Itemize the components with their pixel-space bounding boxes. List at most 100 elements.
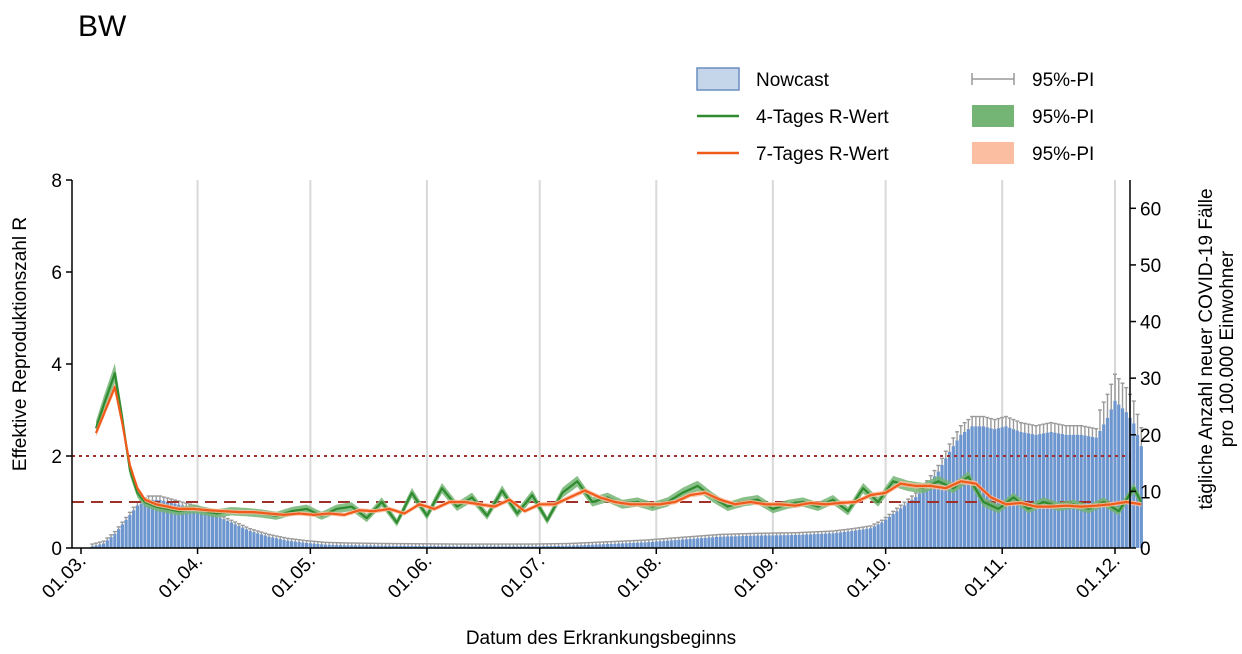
nowcast-bar — [963, 431, 967, 548]
nowcast-bar — [620, 543, 625, 548]
nowcast-bar — [143, 501, 147, 548]
x-tick-label: 01.05. — [268, 551, 320, 603]
nowcast-bar — [1064, 434, 1068, 548]
nowcast-bar — [139, 503, 143, 548]
nowcast-bar — [696, 538, 700, 548]
nowcast-bar — [929, 481, 933, 548]
nowcast-bar — [944, 458, 948, 548]
nowcast-bar — [989, 428, 993, 548]
nowcast-bar — [673, 540, 677, 548]
nowcast-bar — [335, 544, 339, 548]
nowcast-bar — [1000, 427, 1004, 548]
nowcast-bar — [169, 502, 173, 548]
nowcast-bar — [519, 546, 523, 548]
reference-lines — [72, 455, 1130, 503]
nowcast-bar — [395, 545, 399, 548]
nowcast-bar — [842, 531, 846, 548]
nowcast-bar — [993, 429, 997, 548]
nowcast-bar — [504, 546, 508, 548]
nowcast-bar — [677, 539, 681, 548]
nowcast-bar — [966, 429, 970, 548]
y-left-tick-label: 8 — [51, 171, 62, 192]
nowcast-bar — [914, 497, 918, 548]
nowcast-bar — [763, 535, 767, 548]
nowcast-bar — [199, 510, 203, 548]
nowcast-bar — [331, 544, 335, 548]
nowcast-bar — [951, 446, 955, 548]
nowcast-bar — [147, 499, 151, 548]
nowcast-bar — [165, 501, 170, 548]
y-axis-right-title-2: pro 100.000 Einwohner — [1217, 250, 1238, 447]
nowcast-bar — [218, 517, 222, 548]
nowcast-bar — [786, 535, 790, 548]
nowcast-bar — [624, 543, 628, 548]
nowcast-bar — [797, 534, 801, 548]
nowcast-bar — [207, 512, 211, 548]
nowcast-bar — [177, 504, 181, 548]
nowcast-bar — [756, 535, 760, 548]
nowcast-bar — [820, 533, 824, 548]
nowcast-bar — [827, 533, 831, 548]
nowcast-bar — [891, 514, 895, 548]
nowcast-bar — [440, 546, 444, 548]
nowcast-bar — [421, 546, 425, 548]
nowcast-bar — [838, 532, 843, 548]
nowcast-bar — [699, 538, 703, 548]
nowcast-bar — [996, 428, 1001, 548]
nowcast-bar — [399, 545, 403, 548]
nowcast-bar — [466, 546, 470, 548]
nowcast-bar — [884, 519, 888, 548]
nowcast-bar — [744, 535, 749, 548]
nowcast-bar — [530, 546, 534, 548]
nowcast-bar — [545, 546, 549, 548]
nowcast-bar — [447, 546, 452, 548]
nowcast-bar — [493, 546, 497, 548]
nowcast-bar — [380, 545, 384, 548]
nowcast-bar — [1015, 430, 1019, 548]
nowcast-bar — [718, 536, 722, 548]
nowcast-bar — [605, 544, 609, 548]
nowcast-bar — [932, 476, 937, 548]
legend-label: 4-Tages R-Wert — [756, 107, 889, 128]
y-left-tick-label: 4 — [51, 355, 62, 376]
nowcast-bar — [831, 533, 835, 548]
nowcast-bar — [801, 534, 805, 548]
nowcast-bar — [361, 545, 365, 548]
nowcast-bar — [150, 499, 155, 548]
nowcast-bar — [632, 542, 636, 548]
nowcast-bar — [1124, 412, 1128, 548]
nowcast-bar — [1008, 427, 1012, 548]
nowcast-bar — [1102, 424, 1106, 548]
nowcast-bar — [669, 540, 673, 548]
nowcast-bar — [808, 534, 813, 548]
nowcast-bar — [173, 503, 177, 548]
nowcast-bar — [662, 540, 666, 548]
nowcast-bar — [759, 535, 764, 548]
nowcast-bar — [899, 508, 903, 548]
nowcast-bar — [474, 546, 478, 548]
nowcast-bar — [936, 471, 940, 548]
nowcast-bar — [342, 545, 346, 548]
nowcast-bar — [368, 545, 373, 548]
nowcast-bar — [1113, 400, 1117, 548]
nowcast-bar — [1041, 433, 1046, 548]
chart-title: BW — [78, 10, 127, 43]
nowcast-bar — [1105, 417, 1110, 548]
nowcast-bar — [128, 514, 132, 548]
nowcast-bar — [1057, 433, 1061, 548]
nowcast-bar — [414, 545, 418, 548]
x-tick-label: 01.09. — [730, 551, 782, 603]
nowcast-bar — [248, 531, 252, 548]
nowcast-bar — [583, 545, 587, 548]
nowcast-bar — [496, 546, 500, 548]
nowcast-bar — [564, 545, 568, 548]
nowcast-bar — [895, 511, 899, 548]
nowcast-bar — [523, 546, 527, 548]
nowcast-bar — [263, 535, 267, 548]
y-right-tick-label: 10 — [1140, 482, 1161, 503]
nowcast-bar — [406, 545, 410, 548]
legend-label: 7-Tages R-Wert — [756, 144, 889, 165]
nowcast-bar — [271, 537, 275, 548]
nowcast-bar — [1120, 408, 1125, 548]
nowcast-bar — [538, 546, 542, 548]
